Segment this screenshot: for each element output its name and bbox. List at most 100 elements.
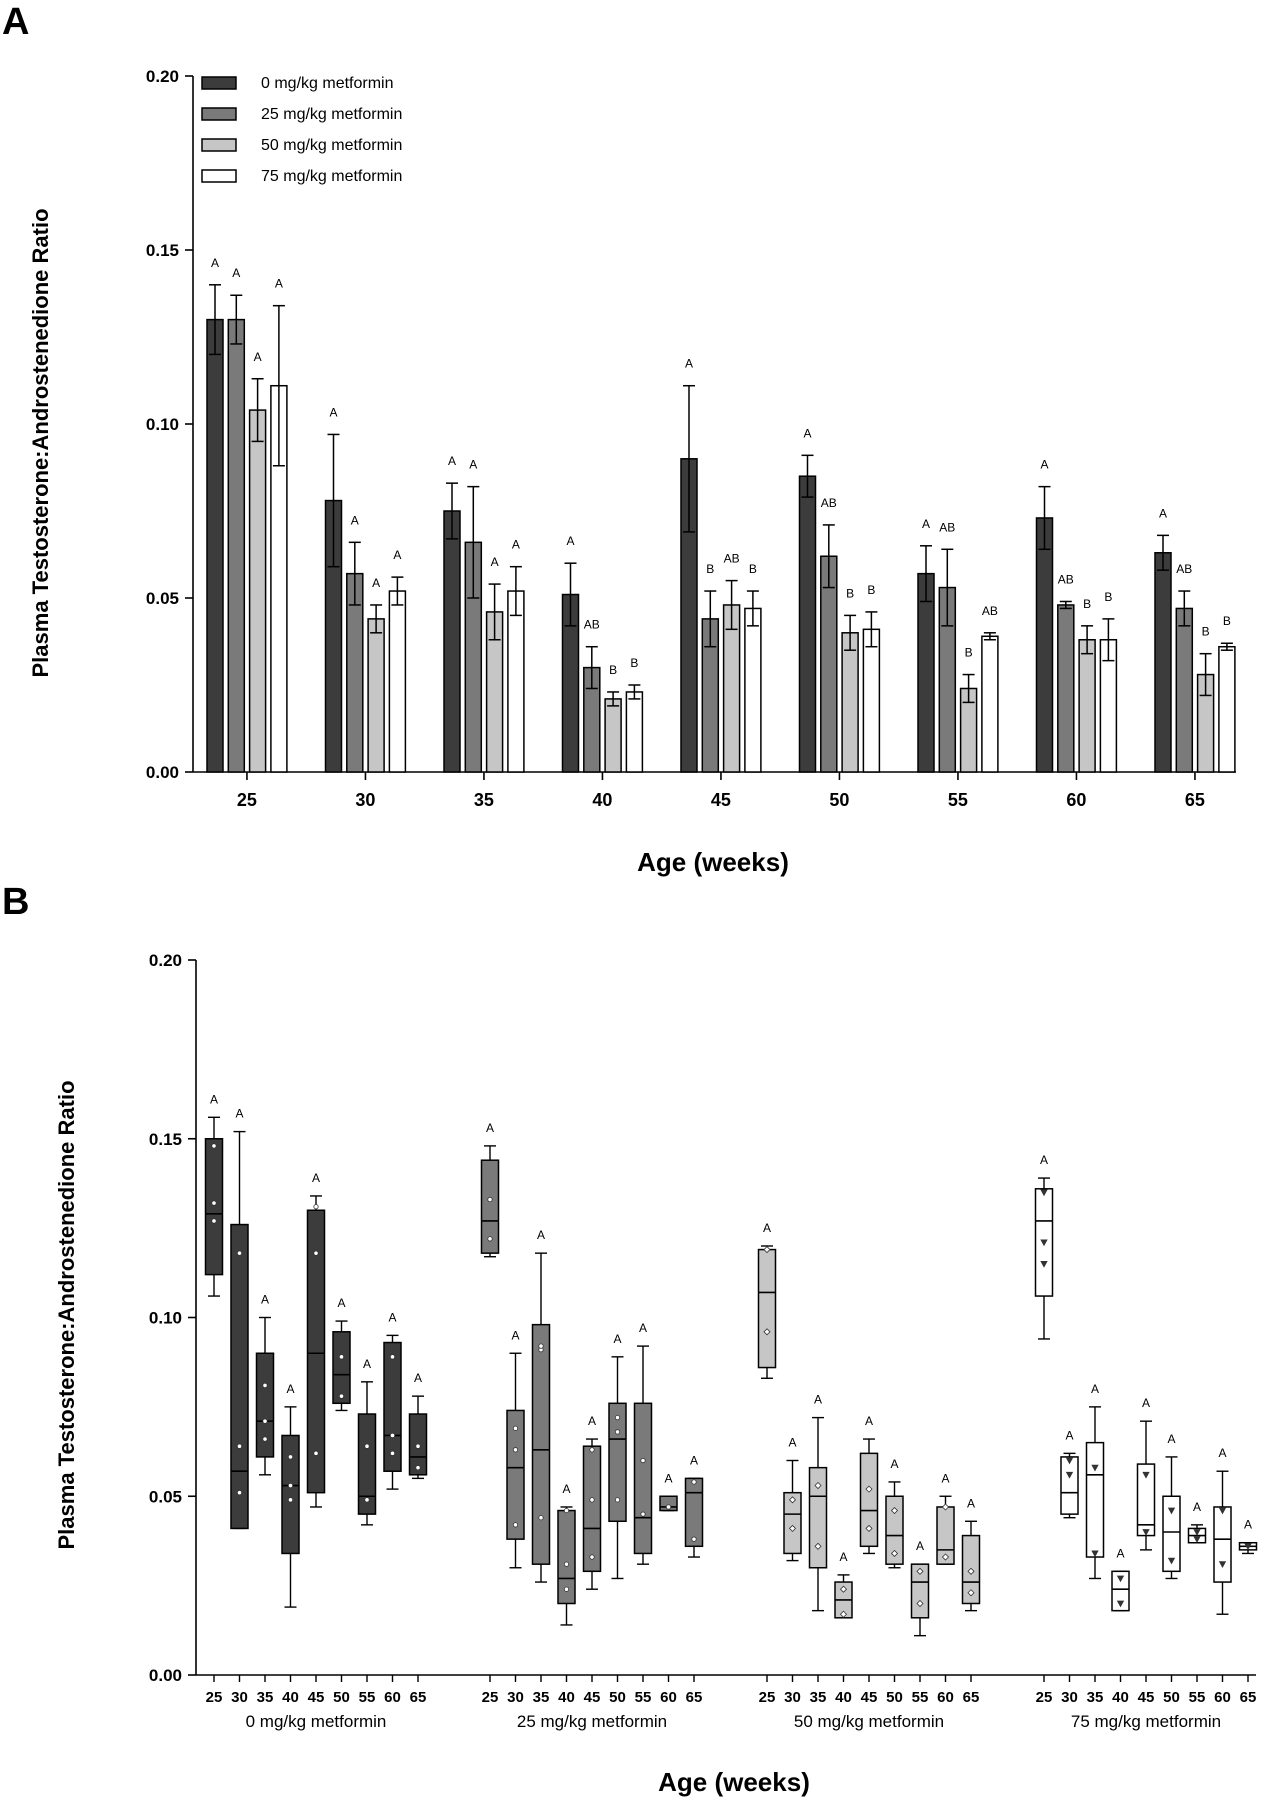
panel-b-data-point [287,1482,294,1489]
panel-b-x-tick-label: 35 [533,1689,550,1706]
panel-a-legend-label: 25 mg/kg metformin [261,106,402,123]
panel-b-x-tick-label: 65 [410,1689,427,1706]
panel-a-y-axis-label: Plasma Testosterone:Androstenedione Rati… [28,208,53,677]
panel-a-significance-letter: B [965,646,973,660]
panel-a-significance-letter: A [685,357,693,371]
panel-b-box [230,1223,249,1530]
panel-b-x-tick-label: 65 [686,1689,703,1706]
panel-a-significance-letter: A [922,517,930,531]
panel-a-significance-letter: AB [982,604,998,618]
panel-b-group-label: 50 mg/kg metformin [794,1712,944,1731]
panel-b-data-point [865,1524,873,1532]
panel-b-box [757,1248,777,1369]
panel-a-bar [625,691,644,773]
panel-a-bar [507,590,525,773]
panel-b-data-point [389,1354,396,1360]
panel-b-significance-letter: A [210,1092,218,1106]
panel-b-x-tick-label: 25 [206,1689,223,1706]
panel-b-x-tick-label: 45 [861,1689,878,1706]
panel-b-data-point [338,1393,345,1399]
panel-b-data-point [236,1443,243,1449]
panel-a-x-tick-label: 65 [1185,790,1205,810]
panel-b-x-tick-label: 60 [384,1689,401,1706]
panel-b-data-point [563,1561,570,1567]
panel-b-significance-letter: A [363,1357,371,1371]
panel-a-bar [1154,552,1172,773]
panel-a-x-tick-label: 25 [237,790,257,810]
panel-b-data-point [839,1610,848,1618]
panel-b-significance-letter: A [890,1457,898,1471]
panel-b-significance-letter: A [690,1453,698,1467]
panel-a-significance-letter: A [469,458,477,472]
panel-b-x-tick-label: 50 [1163,1689,1180,1706]
panel-b-data-point [1193,1536,1201,1543]
panel-b-significance-letter: A [1065,1428,1073,1442]
panel-b-x-axis-label: Age (weeks) [658,1767,810,1797]
panel-b-significance-letter: A [788,1436,796,1450]
panel-b-x-tick-label: 55 [912,1689,929,1706]
panel-b-y-tick-label: 0.20 [149,951,182,970]
panel-label-a: A [2,1,29,43]
panel-b-significance-letter: A [941,1471,949,1485]
panel-b-data-point [814,1542,822,1550]
panel-b-data-point [967,1589,975,1597]
panel-a-x-tick-label: 55 [948,790,968,810]
panel-b-data-point [890,1506,899,1515]
panel-b-box [608,1402,627,1523]
panel-b-significance-letter: A [1193,1500,1201,1514]
panel-a-x-tick-label: 60 [1066,790,1086,810]
panel-b-data-point [614,1429,621,1435]
panel-b-data-point [262,1382,268,1389]
panel-a-bar [1175,607,1194,773]
panel-b-data-point [614,1497,621,1503]
panel-a-x-tick-label: 30 [355,790,375,810]
panel-b-data-point [313,1450,319,1456]
panel-b-box [783,1491,802,1555]
panel-a-significance-letter: A [512,538,520,552]
panel-b-data-point [941,1503,950,1511]
panel-a-y-tick-label: 0.05 [146,589,179,608]
panel-a-bar [798,475,817,773]
panel-b-data-point [890,1549,899,1558]
panel-a-significance-letter: AB [584,618,600,632]
panel-b-x-tick-label: 55 [1189,1689,1206,1706]
panel-a-legend-swatch [201,169,237,183]
panel-b-significance-letter: A [639,1321,647,1335]
panel-b-significance-letter: A [312,1171,320,1185]
panel-b-data-point [236,1490,243,1496]
panel-a-significance-letter: B [1083,597,1091,611]
panel-b-data-point [415,1443,421,1449]
panel-b-y-tick-label: 0.10 [149,1309,182,1328]
panel-b-significance-letter: A [1142,1396,1150,1410]
panel-b-x-tick-label: 40 [282,1689,299,1706]
panel-a-bar [841,632,859,773]
panel-b-data-point [236,1250,243,1256]
panel-b-box [1085,1441,1105,1558]
panel-a-significance-letter: A [232,266,240,280]
panel-a-significance-letter: AB [939,520,955,534]
panel-b-data-point [487,1196,493,1203]
panel-b-data-point [788,1524,797,1532]
panel-b-data-point [1040,1189,1048,1197]
panel-a-significance-letter: B [630,656,638,670]
panel-a-significance-letter: B [706,562,714,576]
panel-b-box [480,1159,500,1254]
panel-a-x-tick-label: 50 [829,790,849,810]
panel-b-significance-letter: A [763,1221,771,1235]
panel-b-x-tick-label: 60 [937,1689,954,1706]
panel-a-significance-letter: A [351,513,359,527]
panel-b-significance-letter: A [562,1482,570,1496]
panel-a-significance-letter: A [393,548,401,562]
panel-b-x-tick-label: 25 [482,1689,499,1706]
panel-b-x-tick-label: 65 [1240,1689,1257,1706]
panel-b-x-tick-label: 25 [759,1689,776,1706]
panel-b-significance-letter: A [664,1471,672,1485]
panel-b-x-tick-label: 60 [1214,1689,1231,1706]
panel-b-data-point [788,1496,797,1504]
panel-b-data-point [538,1343,544,1349]
panel-b-x-tick-label: 30 [231,1689,248,1706]
panel-b-box [531,1323,551,1565]
panel-b-data-point [538,1515,544,1521]
panel-b-x-tick-label: 50 [609,1689,626,1706]
panel-b-data-point [614,1415,621,1421]
